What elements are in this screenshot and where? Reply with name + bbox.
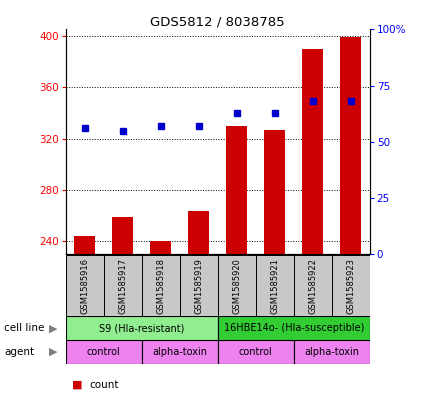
Bar xyxy=(104,255,142,316)
Bar xyxy=(218,316,370,340)
Bar xyxy=(142,255,180,316)
Text: GSM1585919: GSM1585919 xyxy=(194,258,203,314)
Text: GSM1585923: GSM1585923 xyxy=(346,258,355,314)
Bar xyxy=(112,217,133,254)
Text: agent: agent xyxy=(4,347,34,357)
Text: GSM1585916: GSM1585916 xyxy=(80,258,89,314)
Text: GSM1585918: GSM1585918 xyxy=(156,258,165,314)
Bar xyxy=(264,130,285,254)
Bar xyxy=(66,340,142,364)
Bar xyxy=(66,316,218,340)
Text: S9 (Hla-resistant): S9 (Hla-resistant) xyxy=(99,323,184,333)
Bar xyxy=(340,37,361,254)
Bar xyxy=(256,255,294,316)
Text: GSM1585917: GSM1585917 xyxy=(118,258,127,314)
Text: GSM1585921: GSM1585921 xyxy=(270,258,279,314)
Bar xyxy=(332,255,370,316)
Text: count: count xyxy=(89,380,119,390)
Text: control: control xyxy=(239,347,273,357)
Bar xyxy=(294,255,332,316)
Text: ▶: ▶ xyxy=(49,323,57,333)
Bar xyxy=(218,255,256,316)
Bar xyxy=(302,49,323,254)
Text: control: control xyxy=(87,347,121,357)
Text: cell line: cell line xyxy=(4,323,45,333)
Bar xyxy=(188,211,209,254)
Bar xyxy=(180,255,218,316)
Text: 16HBE14o- (Hla-susceptible): 16HBE14o- (Hla-susceptible) xyxy=(224,323,364,333)
Text: GSM1585920: GSM1585920 xyxy=(232,258,241,314)
Text: alpha-toxin: alpha-toxin xyxy=(304,347,359,357)
Bar xyxy=(74,236,95,254)
Text: ■: ■ xyxy=(72,380,83,390)
Bar xyxy=(294,340,370,364)
Bar xyxy=(150,241,171,254)
Text: ▶: ▶ xyxy=(49,347,57,357)
Text: alpha-toxin: alpha-toxin xyxy=(152,347,207,357)
Bar xyxy=(66,255,104,316)
Bar xyxy=(142,340,218,364)
Text: GSM1585922: GSM1585922 xyxy=(308,258,317,314)
Title: GDS5812 / 8038785: GDS5812 / 8038785 xyxy=(150,15,285,28)
Bar xyxy=(227,126,247,254)
Bar xyxy=(218,340,294,364)
